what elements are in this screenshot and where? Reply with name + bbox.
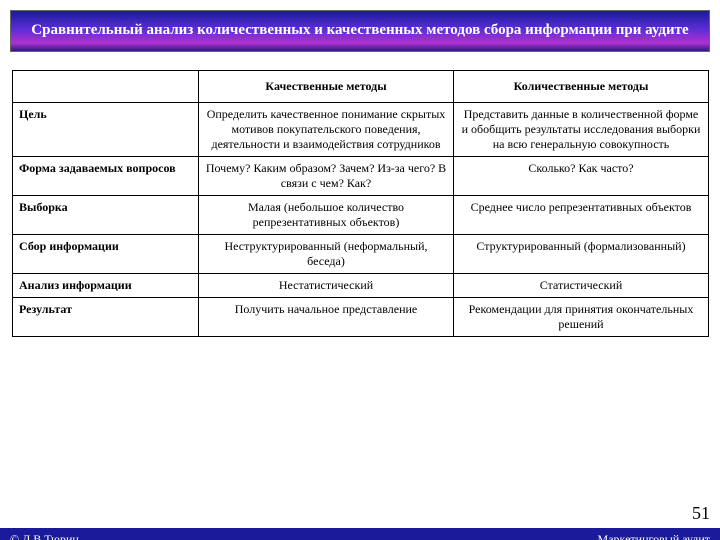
row-label: Сбор информации	[13, 234, 199, 273]
cell-quant: Среднее число репрезентативных объектов	[454, 195, 709, 234]
row-label: Результат	[13, 297, 199, 336]
cell-quant: Статистический	[454, 273, 709, 297]
page-number: 51	[692, 503, 710, 524]
row-label: Форма задаваемых вопросов	[13, 156, 199, 195]
header-blank	[13, 70, 199, 102]
row-label: Выборка	[13, 195, 199, 234]
header-quantitative: Количественные методы	[454, 70, 709, 102]
comparison-table: Качественные методы Количественные метод…	[12, 70, 709, 337]
cell-qual: Получить начальное представление	[199, 297, 454, 336]
table-row: Сбор информации Неструктурированный (неф…	[13, 234, 709, 273]
slide-title: Сравнительный анализ количественных и ка…	[23, 21, 697, 41]
table-row: Анализ информации Нестатистический Стати…	[13, 273, 709, 297]
footer-copyright: © Д.В.Тюрин	[10, 532, 79, 540]
cell-qual: Почему? Каким образом? Зачем? Из-за чего…	[199, 156, 454, 195]
cell-quant: Структурированный (формализованный)	[454, 234, 709, 273]
header-qualitative: Качественные методы	[199, 70, 454, 102]
table-row: Форма задаваемых вопросов Почему? Каким …	[13, 156, 709, 195]
slide-footer: © Д.В.Тюрин Маркетинговый аудит	[0, 528, 720, 540]
slide-title-band: Сравнительный анализ количественных и ка…	[10, 10, 710, 52]
table-row: Выборка Малая (небольшое количество репр…	[13, 195, 709, 234]
cell-qual: Нестатистический	[199, 273, 454, 297]
cell-qual: Малая (небольшое количество репрезентати…	[199, 195, 454, 234]
table-row: Цель Определить качественное понимание с…	[13, 102, 709, 156]
cell-qual: Определить качественное понимание скрыты…	[199, 102, 454, 156]
cell-quant: Сколько? Как часто?	[454, 156, 709, 195]
table-row: Результат Получить начальное представлен…	[13, 297, 709, 336]
cell-quant: Представить данные в количественной форм…	[454, 102, 709, 156]
cell-qual: Неструктурированный (неформальный, бесед…	[199, 234, 454, 273]
row-label: Цель	[13, 102, 199, 156]
cell-quant: Рекомендации для принятия окончательных …	[454, 297, 709, 336]
table-header-row: Качественные методы Количественные метод…	[13, 70, 709, 102]
row-label: Анализ информации	[13, 273, 199, 297]
footer-course-name: Маркетинговый аудит	[598, 532, 710, 540]
